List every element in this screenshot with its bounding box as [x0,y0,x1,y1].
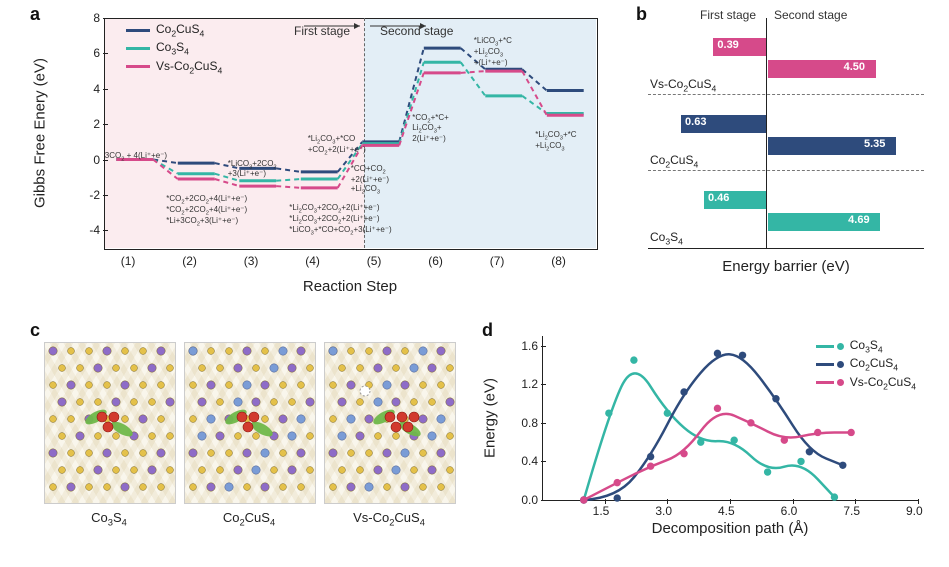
legend-dot [837,361,844,368]
panel-d-xlabel: Decomposition path (Å) [542,520,918,537]
figure-root: a First stage Second stage Gibbs Free En… [0,0,949,567]
bar-value: 4.69 [848,214,869,226]
lattice-icon [45,343,175,503]
legend-label: Vs-Co2CuS4 [850,375,916,391]
panel-b-grid: 0.39 4.50 Vs-Co2CuS4 0.63 5.35 Co2CuS4 0.46 4.6… [648,18,924,249]
bar-row-label: Co2CuS4 [650,153,698,169]
panel-c: c Co3S4 Co2CuS4 Vs-Co2CuS4 [34,324,464,544]
panel-d: d Energy (eV) Decomposition path (Å) 0.0… [486,324,930,544]
panel-a-xlabel: Reaction Step [104,278,596,295]
panel-c-cap-1: Co3S4 [44,510,174,528]
panel-a-annotation: 3CO2 + 4(Li⁺+e⁻) [105,152,167,163]
panel-a: a First stage Second stage Gibbs Free En… [34,8,604,298]
panel-d-label: d [482,320,493,341]
bar-value: 4.50 [844,61,865,73]
panel-a-annotation: *Li2CO3+2CO2+2(Li⁺+e⁻)*Li2CO3+2CO2+2(Li⁺… [289,204,391,237]
panel-b-midline [766,18,767,248]
legend-dot [837,379,844,386]
panel-a-annotation: *CO+CO2+2(Li⁺+e⁻)+Li2CO3 [351,165,389,196]
legend-label: Co3S4 [850,338,883,354]
legend-swatch [816,345,834,348]
panel-a-annotation: *LiCO3+2CO2+3(Li⁺+e⁻) [228,160,277,180]
legend-swatch [816,363,834,366]
panel-c-cap-3: Vs-Co2CuS4 [324,510,454,528]
bar-value: 0.46 [708,192,729,204]
panel-c-cap-2: Co2CuS4 [184,510,314,528]
panel-b-dash-2 [648,170,924,171]
panel-a-label: a [30,4,40,25]
bar-value: 0.63 [685,116,706,128]
panel-b-label: b [636,4,647,25]
panel-c-cell-1 [44,342,176,504]
panel-d-ylabel: Energy (eV) [482,378,499,458]
bar-row-label: Vs-Co2CuS4 [650,77,716,93]
legend-dot [837,343,844,350]
panel-a-annotation: *CO2+2CO2+4(Li⁺+e⁻)*CO2+2CO2+4(Li⁺+e⁻)*L… [166,195,247,228]
lattice-icon [185,343,315,503]
panel-b: b 0.394.50Vs-Co2CuS40.635.35Co2CuS40.464… [640,8,930,298]
panel-d-legend: Co3S4 Co2CuS4 Vs-Co2CuS4 [816,338,916,393]
panel-c-cell-3 [324,342,456,504]
panel-b-second-head: Second stage [774,8,847,22]
panel-a-annotation: *Li2CO3+*C+Li2CO3 [535,131,576,153]
panel-b-first-head: First stage [700,8,756,22]
panel-a-annotation: *LiCO3+*C+Li2CO3+(Li⁺+e⁻) [474,37,512,68]
legend-swatch [816,381,834,384]
panel-a-annotation: *CO2+*C+Li2CO3+2(Li⁺+e⁻) [412,114,449,145]
bar-row-label: Co3S4 [650,230,683,246]
panel-c-cell-2 [184,342,316,504]
lattice-icon [325,343,455,503]
panel-c-label: c [30,320,40,341]
panel-a-annotation: *Li2CO3+*CO+CO2+2(Li⁺+e⁻) [308,135,366,157]
legend-label: Co2CuS4 [850,356,898,372]
bar-value: 0.39 [717,39,738,51]
panel-a-ylabel: Gibbs Free Enery (eV) [32,58,49,208]
panel-b-dash-1 [648,94,924,95]
bar-value: 5.35 [864,138,885,150]
panel-b-xlabel: Energy barrier (eV) [648,258,924,275]
